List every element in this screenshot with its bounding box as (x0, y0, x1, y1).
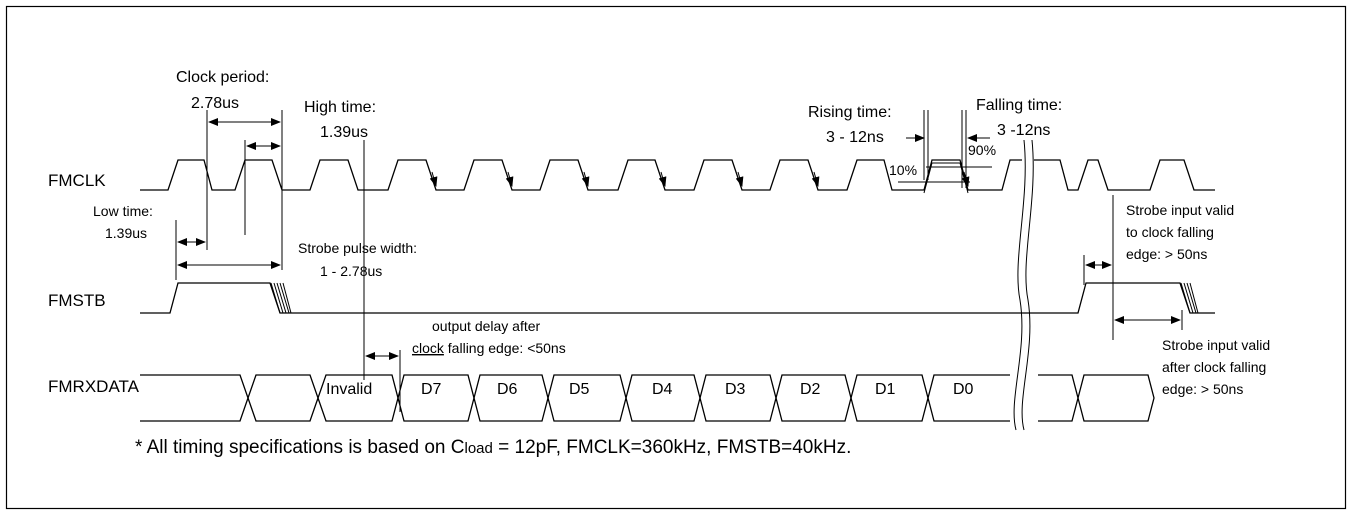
output-delay-line2: clock falling edge: <50ns (412, 340, 566, 356)
footnote-sub: load (465, 440, 493, 457)
strobe-valid-to-line1: Strobe input valid (1126, 202, 1234, 218)
time-break-line-2 (1021, 139, 1034, 431)
data-cell-d6: D6 (497, 381, 518, 398)
low-time-label: Low time: (93, 203, 153, 219)
strobe-valid-to-line2: to clock falling (1126, 224, 1214, 240)
data-cell-d3: D3 (725, 381, 746, 398)
fmrxdata-label: FMRXDATA (48, 377, 140, 396)
data-cell-invalid: Invalid (326, 381, 372, 398)
strobe-pulse-value: 1 - 2.78us (320, 263, 382, 279)
fmstb-fall-hatch-1 (270, 282, 292, 314)
falling-time-value: 3 -12ns (997, 122, 1050, 139)
output-delay-line1: output delay after (432, 318, 541, 334)
low-time-value: 1.39us (105, 225, 147, 241)
clock-period-label: Clock period: (176, 69, 269, 86)
clock-falling-edge-arrows (429, 171, 970, 187)
data-cell-d2: D2 (800, 381, 821, 398)
fmrxdata-bus (140, 374, 1155, 422)
data-cell-d4: D4 (652, 381, 673, 398)
diagram-border (5, 5, 1347, 510)
threshold-10-label: 10% (889, 162, 917, 178)
rising-time-label: Rising time: (808, 104, 892, 121)
footnote-part2: = 12pF, FMCLK=360kHz, FMSTB=40kHz. (493, 437, 852, 458)
strobe-valid-after-line2: after clock falling (1162, 359, 1266, 375)
fmstb-waveform (140, 282, 1215, 314)
output-delay-rest: falling edge: <50ns (444, 340, 566, 356)
footnote: * All timing specifications is based on … (135, 437, 851, 458)
high-time-label: High time: (304, 99, 376, 116)
fmclk-waveform-end (1034, 159, 1215, 191)
strobe-valid-after-line1: Strobe input valid (1162, 337, 1270, 353)
data-cell-d0: D0 (953, 381, 974, 398)
strobe-valid-after-line3: edge: > 50ns (1162, 381, 1243, 397)
threshold-90-label: 90% (968, 142, 996, 158)
falling-time-label: Falling time: (976, 97, 1062, 114)
time-break-line-1 (1013, 139, 1026, 431)
fmclk-label: FMCLK (48, 171, 106, 190)
data-cell-d5: D5 (569, 381, 590, 398)
high-time-value: 1.39us (320, 124, 368, 141)
output-delay-clock-word: clock (412, 340, 445, 356)
data-cell-d1: D1 (875, 381, 896, 398)
fmstb-fall-hatch-2 (1180, 282, 1199, 314)
fmstb-label: FMSTB (48, 291, 106, 310)
rising-time-value: 3 - 12ns (826, 129, 884, 146)
data-cell-d7: D7 (421, 381, 442, 398)
strobe-valid-to-line3: edge: > 50ns (1126, 246, 1207, 262)
footnote-part1: * All timing specifications is based on … (135, 437, 465, 458)
fmclk-waveform (140, 159, 1022, 191)
reference-lines (175, 110, 1183, 412)
clock-period-value: 2.78us (191, 95, 239, 112)
strobe-pulse-label: Strobe pulse width: (298, 240, 417, 256)
